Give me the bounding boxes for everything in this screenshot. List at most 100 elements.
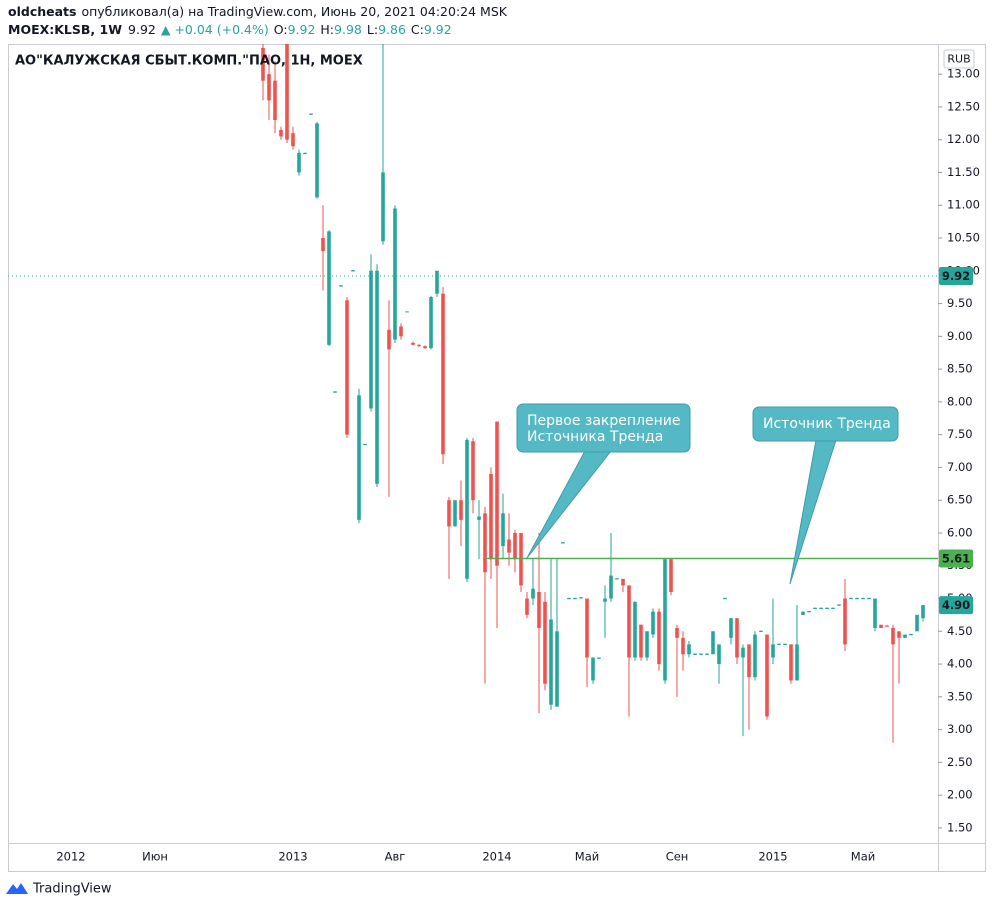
- candle-body: [351, 270, 355, 272]
- candle-body: [807, 610, 811, 613]
- candle-body: [621, 578, 625, 586]
- candles: [8, 44, 938, 743]
- ohlc-value: 9.92: [288, 22, 316, 37]
- candle-body: [585, 598, 589, 658]
- candle-body: [279, 129, 283, 137]
- published: опубликовал(а) на TradingView.com, Июнь …: [81, 4, 507, 19]
- candle-body: [525, 598, 529, 615]
- header-line-2: MOEX:KLSB, 1W 9.92 ▲ +0.04 (+0.4%) O:9.92 H:…: [8, 22, 452, 37]
- candle-body: [261, 47, 265, 81]
- y-tick-label: 2.00: [947, 788, 973, 802]
- candle-body: [567, 597, 571, 600]
- candle-body: [837, 604, 841, 606]
- candle-body: [627, 585, 631, 658]
- candle-body: [609, 575, 613, 599]
- brand: TradingView: [32, 882, 112, 897]
- candle-body: [573, 597, 577, 600]
- y-tick-label: 6.00: [947, 525, 973, 539]
- x-tick-label: Июн: [142, 850, 168, 864]
- ohlc-key: L:: [367, 22, 378, 37]
- y-tick-label: 8.50: [947, 362, 973, 376]
- price-badge: [939, 596, 973, 615]
- chart-frame: [8, 44, 986, 872]
- price-badge-label: 5.61: [942, 552, 970, 566]
- candle-body: [549, 619, 553, 705]
- y-tick-label: 10.50: [947, 231, 980, 245]
- tradingview-logo: TradingView: [6, 882, 112, 897]
- candle-body: [675, 628, 679, 638]
- price-badge-label: 9.92: [942, 269, 970, 283]
- candle-body: [537, 591, 541, 629]
- candle-body: [285, 44, 289, 140]
- candle-body: [297, 152, 301, 173]
- candle-body: [873, 598, 877, 629]
- candle-body: [459, 500, 463, 520]
- candle-body: [501, 513, 505, 547]
- candle-body: [513, 532, 517, 560]
- candle-body: [321, 238, 325, 252]
- candle-body: [849, 597, 853, 600]
- candle-body: [543, 601, 547, 684]
- candle-body: [591, 657, 595, 681]
- candle-body: [651, 611, 655, 635]
- x-tick-label: 2013: [278, 850, 307, 864]
- y-tick-label: 6.50: [947, 493, 973, 507]
- candle-body: [477, 516, 481, 520]
- candle-body: [315, 123, 319, 198]
- price-badge-label: 4.90: [942, 598, 970, 612]
- candle-body: [855, 597, 859, 600]
- callout-text: Источника Тренда: [527, 429, 663, 445]
- candle-body: [717, 644, 721, 665]
- candle-body: [657, 611, 661, 665]
- candle-body: [387, 329, 391, 350]
- ohlc-value: 9.92: [424, 22, 452, 37]
- candle-body: [639, 624, 643, 658]
- candle-body: [423, 346, 427, 349]
- candle-body: [687, 644, 691, 655]
- last-price: 9.92: [128, 22, 156, 37]
- candle-body: [375, 270, 379, 484]
- candle-body: [447, 500, 451, 527]
- candle-body: [369, 270, 373, 409]
- candle-body: [405, 311, 409, 313]
- price-badge: [939, 267, 973, 286]
- y-tick-label: 8.00: [947, 394, 973, 408]
- candle-body: [879, 624, 883, 629]
- candle-body: [465, 439, 469, 579]
- x-tick-label: Май: [851, 850, 875, 864]
- y-tick-label: 12.50: [947, 99, 980, 113]
- candle-body: [747, 644, 751, 678]
- candle-body: [495, 421, 499, 566]
- y-tick-label: 11.50: [947, 165, 980, 179]
- candle-body: [789, 644, 793, 681]
- candle-body: [753, 634, 757, 678]
- x-tick-label: 2014: [482, 850, 511, 864]
- ohlc-value: 9.98: [334, 22, 362, 37]
- x-tick-label: 2015: [758, 850, 787, 864]
- candle-body: [399, 326, 403, 337]
- candle-body: [327, 231, 331, 345]
- candle-body: [531, 588, 535, 599]
- y-tick-label: 9.50: [947, 296, 973, 310]
- y-tick-label: 13.00: [947, 67, 980, 81]
- candle-body: [309, 113, 313, 115]
- candle-body: [765, 634, 769, 717]
- candle-body: [723, 597, 727, 600]
- candle-body: [843, 598, 847, 645]
- y-tick-label: 1.50: [947, 820, 973, 834]
- change: ▲ +0.04 (+0.4%): [161, 22, 269, 37]
- candle-body: [393, 208, 397, 340]
- candle-body: [705, 653, 709, 655]
- callout: Источник Тренда: [752, 406, 899, 585]
- candle-body: [507, 539, 511, 553]
- candle-body: [345, 300, 349, 435]
- y-tick-label: 3.50: [947, 689, 973, 703]
- candle-body: [831, 607, 835, 610]
- y-tick-label: 2.50: [947, 755, 973, 769]
- candle-body: [603, 598, 607, 602]
- callout-text: Источник Тренда: [763, 416, 891, 432]
- y-tick-label: 11.00: [947, 198, 980, 212]
- y-tick-label: 7.50: [947, 427, 973, 441]
